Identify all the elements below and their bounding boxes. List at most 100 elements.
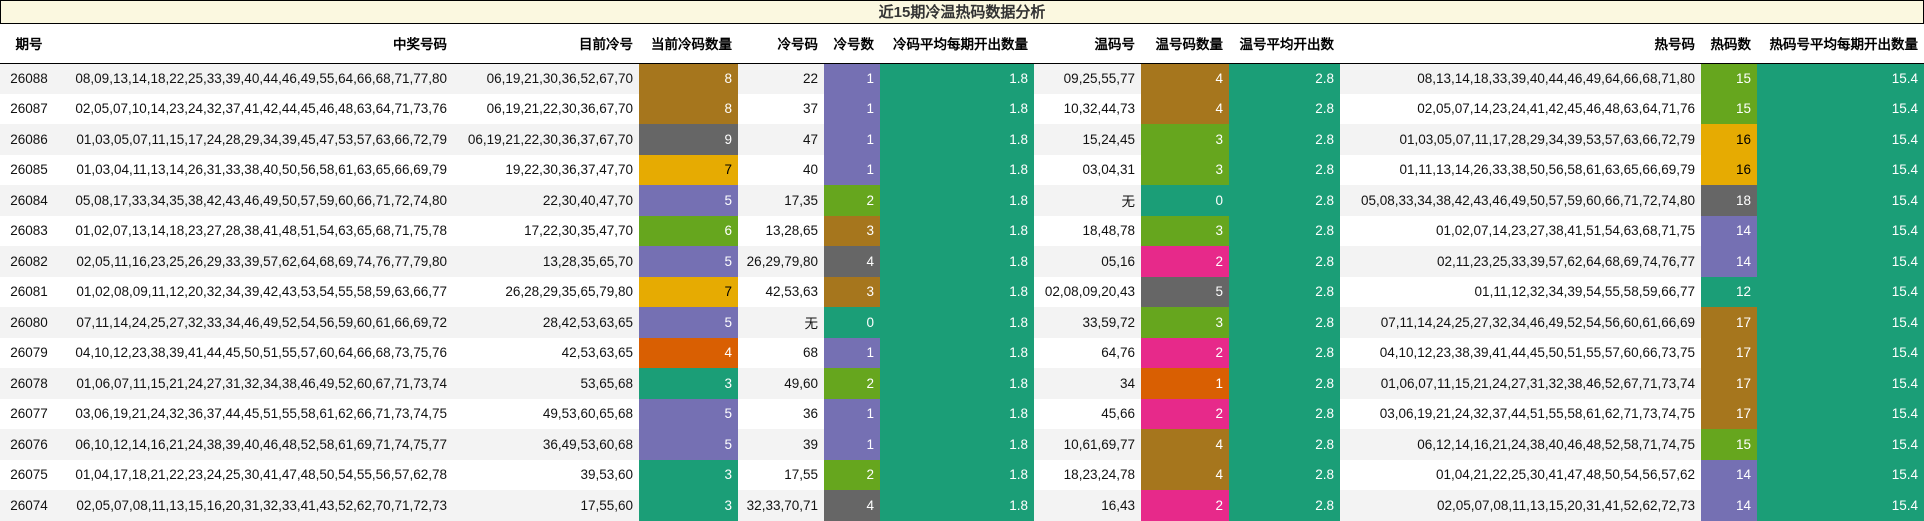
table-row[interactable]: 26082 02,05,11,16,23,25,26,29,33,39,57,62…	[0, 246, 1924, 277]
header-hot-codes[interactable]: 热号码	[1340, 24, 1701, 64]
cold-codes-cell: 无	[738, 307, 824, 338]
hot-codes-cell: 01,06,07,11,15,21,24,27,31,32,38,46,52,6…	[1340, 368, 1701, 399]
cold-average-cell: 1.8	[880, 246, 1034, 277]
hot-codes-cell: 01,04,21,22,25,30,41,47,48,50,54,56,57,6…	[1340, 459, 1701, 490]
warm-codes-cell: 02,08,09,20,43	[1034, 276, 1141, 307]
cold-average-cell: 1.8	[880, 93, 1034, 124]
warm-codes-cell: 15,24,45	[1034, 124, 1141, 155]
header-hot-count[interactable]: 热码数	[1701, 24, 1757, 64]
header-cold-codes[interactable]: 冷号码	[738, 24, 824, 64]
current-cold-count-cell: 8	[639, 63, 738, 94]
hot-count-cell: 12	[1701, 276, 1757, 307]
table-row[interactable]: 26079 04,10,12,23,38,39,41,44,45,50,51,55…	[0, 337, 1924, 368]
warm-average-cell: 2.8	[1229, 93, 1340, 124]
warm-codes-cell: 18,48,78	[1034, 215, 1141, 246]
header-winning-numbers[interactable]: 中奖号码	[58, 24, 453, 64]
warm-count-cell: 4	[1141, 459, 1229, 490]
hot-count-cell: 16	[1701, 154, 1757, 185]
header-warm-average[interactable]: 温号平均开出数	[1229, 24, 1340, 64]
cold-codes-cell: 37	[738, 93, 824, 124]
table-row[interactable]: 26085 01,03,04,11,13,14,26,31,33,38,40,50…	[0, 154, 1924, 185]
table-row[interactable]: 26074 02,05,07,08,11,13,15,16,20,31,32,33…	[0, 490, 1924, 521]
hot-codes-cell: 08,13,14,18,33,39,40,44,46,49,64,66,68,7…	[1340, 63, 1701, 94]
warm-average-cell: 2.8	[1229, 337, 1340, 368]
warm-codes-cell: 33,59,72	[1034, 307, 1141, 338]
warm-count-cell: 5	[1141, 276, 1229, 307]
header-cold-average[interactable]: 冷码平均每期开出数量	[880, 24, 1034, 64]
header-hot-average[interactable]: 热码号平均每期开出数量	[1757, 24, 1924, 64]
winning-numbers-cell: 05,08,17,33,34,35,38,42,43,46,49,50,57,5…	[58, 185, 453, 216]
warm-average-cell: 2.8	[1229, 398, 1340, 429]
table-row[interactable]: 26088 08,09,13,14,18,22,25,33,39,40,44,46…	[0, 63, 1924, 94]
winning-numbers-cell: 03,06,19,21,24,32,36,37,44,45,51,55,58,6…	[58, 398, 453, 429]
winning-numbers-cell: 07,11,14,24,25,27,32,33,34,46,49,52,54,5…	[58, 307, 453, 338]
current-cold-cell: 39,53,60	[453, 459, 639, 490]
header-current-cold[interactable]: 目前冷号	[453, 24, 639, 64]
header-issue[interactable]: 期号	[0, 24, 58, 64]
table-row[interactable]: 26084 05,08,17,33,34,35,38,42,43,46,49,50…	[0, 185, 1924, 216]
issue-cell: 26079	[0, 337, 58, 368]
table-title: 近15期冷温热码数据分析	[0, 0, 1924, 24]
warm-count-cell: 2	[1141, 246, 1229, 277]
warm-average-cell: 2.8	[1229, 368, 1340, 399]
current-cold-cell: 22,30,40,47,70	[453, 185, 639, 216]
cold-codes-cell: 40	[738, 154, 824, 185]
header-row: 期号 中奖号码 目前冷号 当前冷码数量 冷号码 冷号数 冷码平均每期开出数量 温…	[0, 24, 1924, 64]
current-cold-cell: 13,28,35,65,70	[453, 246, 639, 277]
table-row[interactable]: 26081 01,02,08,09,11,12,20,32,34,39,42,43…	[0, 276, 1924, 307]
cold-number-cell: 1	[824, 93, 880, 124]
table-row[interactable]: 26080 07,11,14,24,25,27,32,33,34,46,49,52…	[0, 307, 1924, 338]
issue-cell: 26086	[0, 124, 58, 155]
current-cold-cell: 42,53,63,65	[453, 337, 639, 368]
cold-average-cell: 1.8	[880, 215, 1034, 246]
hot-codes-cell: 01,11,13,14,26,33,38,50,56,58,61,63,65,6…	[1340, 154, 1701, 185]
table-row[interactable]: 26083 01,02,07,13,14,18,23,27,28,38,41,48…	[0, 215, 1924, 246]
header-warm-codes[interactable]: 温码号	[1034, 24, 1141, 64]
table-row[interactable]: 26087 02,05,07,10,14,23,24,32,37,41,42,44…	[0, 93, 1924, 124]
issue-cell: 26076	[0, 429, 58, 460]
header-cold-number[interactable]: 冷号数	[824, 24, 880, 64]
warm-count-cell: 3	[1141, 307, 1229, 338]
hot-count-cell: 17	[1701, 398, 1757, 429]
cold-number-cell: 1	[824, 124, 880, 155]
hot-count-cell: 17	[1701, 307, 1757, 338]
cold-average-cell: 1.8	[880, 429, 1034, 460]
cold-number-cell: 4	[824, 246, 880, 277]
warm-count-cell: 3	[1141, 124, 1229, 155]
winning-numbers-cell: 01,03,05,07,11,15,17,24,28,29,34,39,45,4…	[58, 124, 453, 155]
issue-cell: 26078	[0, 368, 58, 399]
warm-codes-cell: 03,04,31	[1034, 154, 1141, 185]
cold-average-cell: 1.8	[880, 398, 1034, 429]
current-cold-cell: 26,28,29,35,65,79,80	[453, 276, 639, 307]
table-row[interactable]: 26077 03,06,19,21,24,32,36,37,44,45,51,55…	[0, 398, 1924, 429]
cold-average-cell: 1.8	[880, 124, 1034, 155]
cold-number-cell: 1	[824, 154, 880, 185]
table-row[interactable]: 26075 01,04,17,18,21,22,23,24,25,30,41,47…	[0, 459, 1924, 490]
warm-count-cell: 3	[1141, 215, 1229, 246]
cold-codes-cell: 26,29,79,80	[738, 246, 824, 277]
warm-codes-cell: 无	[1034, 185, 1141, 216]
cold-warm-hot-table: 期号 中奖号码 目前冷号 当前冷码数量 冷号码 冷号数 冷码平均每期开出数量 温…	[0, 24, 1924, 521]
table-row[interactable]: 26076 06,10,12,14,16,21,24,38,39,40,46,48…	[0, 429, 1924, 460]
hot-codes-cell: 01,02,07,14,23,27,38,41,51,54,63,68,71,7…	[1340, 215, 1701, 246]
current-cold-count-cell: 8	[639, 93, 738, 124]
table-row[interactable]: 26086 01,03,05,07,11,15,17,24,28,29,34,39…	[0, 124, 1924, 155]
hot-average-cell: 15.4	[1757, 215, 1924, 246]
winning-numbers-cell: 01,04,17,18,21,22,23,24,25,30,41,47,48,5…	[58, 459, 453, 490]
table-row[interactable]: 26078 01,06,07,11,15,21,24,27,31,32,34,38…	[0, 368, 1924, 399]
header-current-cold-count[interactable]: 当前冷码数量	[639, 24, 738, 64]
warm-count-cell: 4	[1141, 429, 1229, 460]
hot-codes-cell: 01,11,12,32,34,39,54,55,58,59,66,77	[1340, 276, 1701, 307]
warm-codes-cell: 34	[1034, 368, 1141, 399]
warm-codes-cell: 16,43	[1034, 490, 1141, 521]
current-cold-count-cell: 3	[639, 459, 738, 490]
hot-count-cell: 14	[1701, 459, 1757, 490]
header-warm-count[interactable]: 温号码数量	[1141, 24, 1229, 64]
cold-number-cell: 2	[824, 185, 880, 216]
cold-average-cell: 1.8	[880, 154, 1034, 185]
hot-count-cell: 17	[1701, 337, 1757, 368]
current-cold-cell: 06,19,21,30,36,52,67,70	[453, 63, 639, 94]
cold-number-cell: 3	[824, 215, 880, 246]
cold-average-cell: 1.8	[880, 185, 1034, 216]
